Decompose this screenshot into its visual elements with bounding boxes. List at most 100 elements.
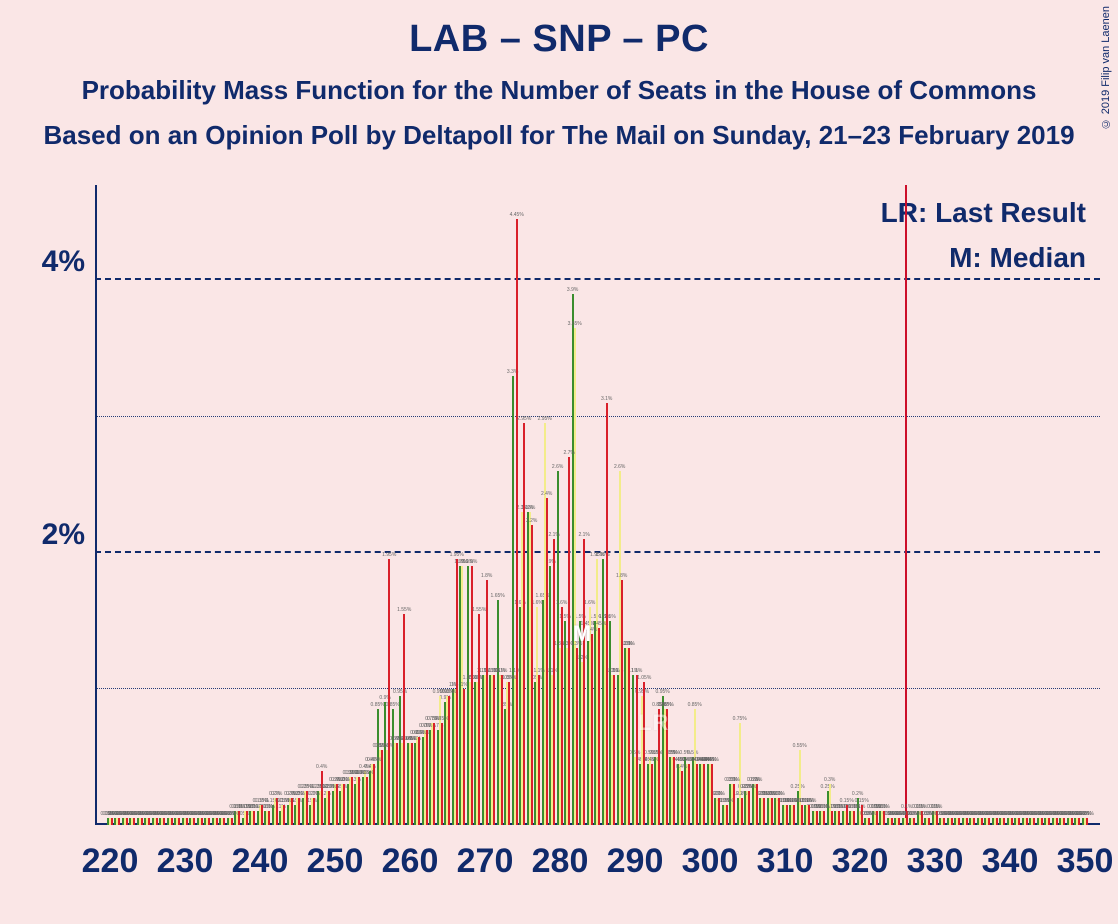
- bar-red: [411, 743, 413, 825]
- bar-red: [981, 818, 983, 825]
- bar-red: [418, 737, 420, 826]
- bar-red: [793, 805, 795, 825]
- bar-red: [531, 525, 533, 825]
- bar-value-label: 0.05%: [907, 811, 921, 817]
- bar-red: [381, 750, 383, 825]
- x-tick-label: 310: [757, 842, 814, 881]
- bar-red: [891, 818, 893, 825]
- grid-minor: [95, 416, 1100, 417]
- bar-red: [816, 811, 818, 825]
- bar-value-label: 0.15%: [277, 798, 291, 804]
- bar-red: [193, 818, 195, 825]
- bar-red: [688, 764, 690, 825]
- bar-value-label: 0.85%: [371, 702, 385, 708]
- bar-red: [148, 818, 150, 825]
- bar-value-label: 1.55%: [472, 607, 486, 613]
- chart-subtitle-2: Based on an Opinion Poll by Deltapoll fo…: [0, 106, 1118, 151]
- bar-red: [756, 784, 758, 825]
- bar-value-label: 0.85%: [660, 702, 674, 708]
- bar-value-label: 0.4%: [676, 764, 687, 770]
- bar-red: [606, 403, 608, 825]
- grid-major: [95, 278, 1100, 280]
- bar-value-label: 0.15%: [840, 798, 854, 804]
- bar-value-label: 0.1%: [878, 804, 889, 810]
- bar-value-label: 0.05%: [922, 811, 936, 817]
- legend-m: M: Median: [881, 236, 1086, 281]
- bar-red: [801, 805, 803, 825]
- bar-red: [441, 723, 443, 825]
- bar-value-label: 0.3%: [824, 777, 835, 783]
- bar-red: [246, 811, 248, 825]
- bar-value-label: 0.55%: [375, 743, 389, 749]
- bar-red: [283, 805, 285, 825]
- bar-red: [426, 730, 428, 825]
- bar-red: [298, 798, 300, 825]
- bar-red: [291, 798, 293, 825]
- bar-value-label: 2.95%: [517, 416, 531, 422]
- bar-value-label: 0.1%: [901, 804, 912, 810]
- bar-value-label: 3.9%: [567, 287, 578, 293]
- chart-titles: LAB – SNP – PC Probability Mass Function…: [0, 0, 1118, 151]
- bar-red: [471, 566, 473, 825]
- bar-value-label: 2.7%: [563, 450, 574, 456]
- x-tick-label: 260: [382, 842, 439, 881]
- bar-red: [786, 805, 788, 825]
- bar-red: [201, 818, 203, 825]
- bar-red: [568, 457, 570, 825]
- bar-red: [951, 818, 953, 825]
- bar-value-label: 2.1%: [548, 532, 559, 538]
- bar-red: [328, 791, 330, 825]
- bar-value-label: 0.25%: [300, 784, 314, 790]
- bar-red: [478, 614, 480, 825]
- bar-value-label: 0.3%: [751, 777, 762, 783]
- bar-value-label: 0.45%: [367, 757, 381, 763]
- bar-value-label: 0.1%: [263, 804, 274, 810]
- bar-red: [433, 723, 435, 825]
- bar-red: [1071, 818, 1073, 825]
- bar-red: [223, 818, 225, 825]
- bar-value-label: 1.65%: [491, 593, 505, 599]
- bar-value-label: 1.5%: [599, 614, 610, 620]
- bar-red: [741, 798, 743, 825]
- bar-red: [1018, 818, 1020, 825]
- bar-value-label: 0.25%: [791, 784, 805, 790]
- bar-value-label: 1.95%: [382, 552, 396, 558]
- bar-red: [748, 791, 750, 825]
- bar-value-label: 0.1%: [931, 804, 942, 810]
- bar-value-label: 1.1%: [631, 668, 642, 674]
- bar-red: [561, 607, 563, 825]
- bar-value-label: 0.1%: [848, 804, 859, 810]
- bar-red: [523, 423, 525, 825]
- chart-subtitle-1: Probability Mass Function for the Number…: [0, 61, 1118, 106]
- bar-value-label: 0.15%: [802, 798, 816, 804]
- bar-red: [486, 580, 488, 825]
- bar-red: [943, 818, 945, 825]
- bar-value-label: 0.45%: [645, 757, 659, 763]
- x-axis: 2202302402502602702802903003103203303403…: [95, 830, 1118, 890]
- bar-red: [403, 614, 405, 825]
- x-tick-label: 340: [982, 842, 1039, 881]
- bar-red: [231, 818, 233, 825]
- bar-value-label: 0.95%: [656, 689, 670, 695]
- bar-red: [336, 784, 338, 825]
- bar-red: [1056, 818, 1058, 825]
- x-tick-label: 280: [532, 842, 589, 881]
- bar-value-label: 0.15%: [720, 798, 734, 804]
- bar-red: [576, 648, 578, 825]
- bar-red: [396, 743, 398, 825]
- bar-value-label: 0.2%: [773, 791, 784, 797]
- bar-value-label: 1.1%: [608, 668, 619, 674]
- bar-red: [621, 580, 623, 825]
- bar-red: [156, 818, 158, 825]
- bar-red: [823, 811, 825, 825]
- bar-red: [313, 798, 315, 825]
- bar-value-label: 1.9%: [466, 559, 477, 565]
- bar-red: [321, 771, 323, 825]
- bar-red: [133, 818, 135, 825]
- bar-red: [1033, 818, 1035, 825]
- bar-value-label: 1.55%: [397, 607, 411, 613]
- bar-red: [966, 818, 968, 825]
- bar-value-label: 1.8%: [481, 573, 492, 579]
- bar-red: [583, 539, 585, 825]
- bar-value-label: 1.05%: [502, 675, 516, 681]
